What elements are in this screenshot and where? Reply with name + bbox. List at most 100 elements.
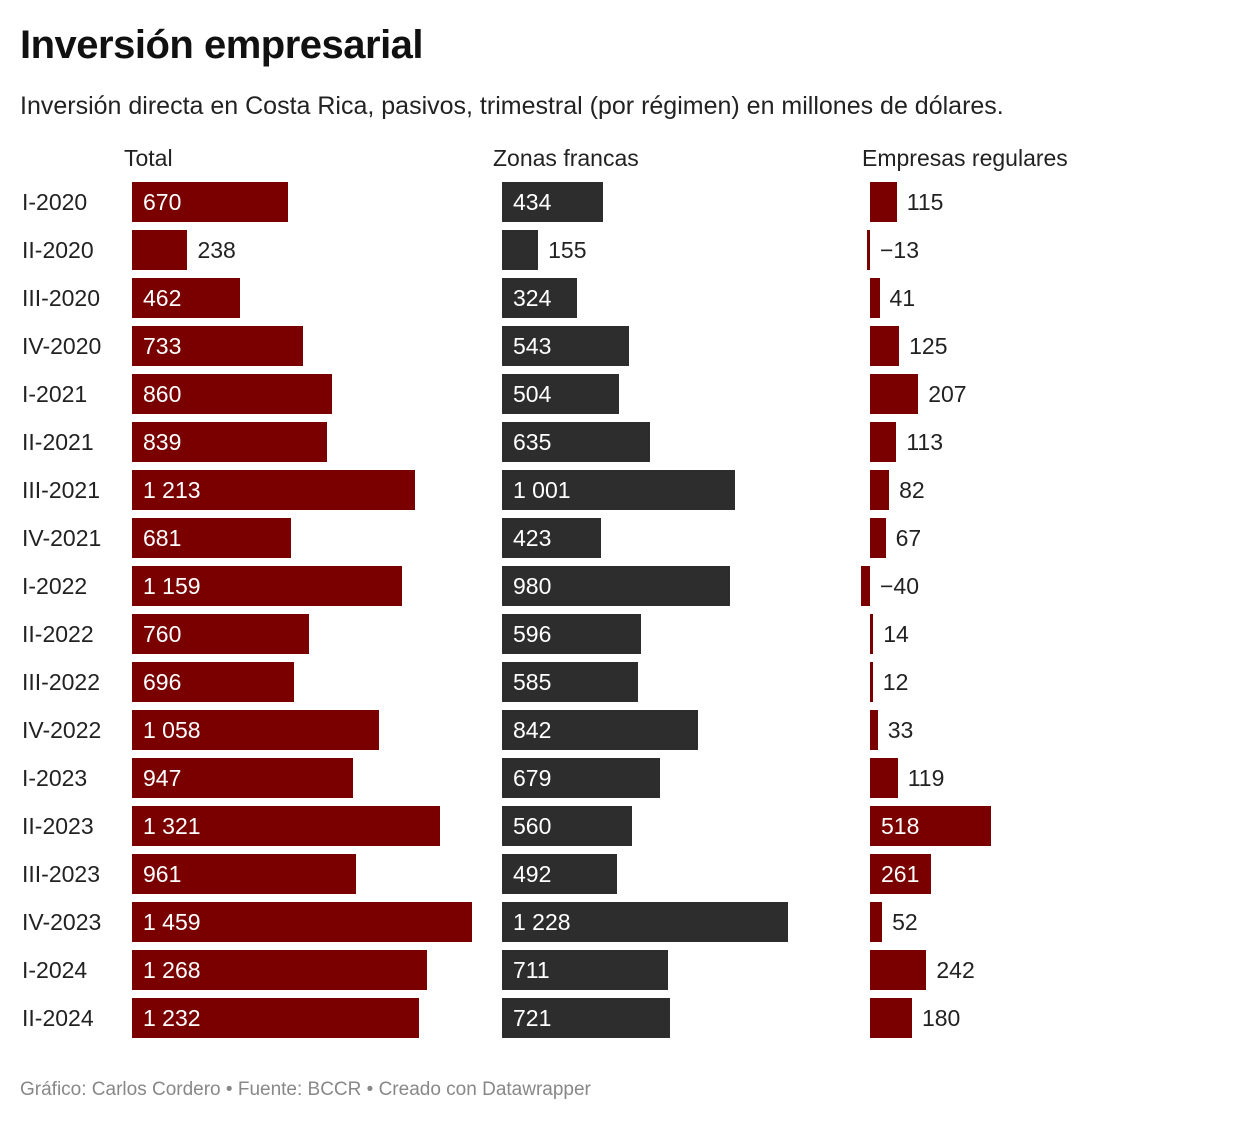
value-label-empresas-regulares: 119 <box>907 765 945 791</box>
value-label-total: 1 459 <box>143 909 201 935</box>
value-label-empresas-regulares: −40 <box>880 573 920 599</box>
category-label: IV-2020 <box>22 333 102 359</box>
value-label-total: 1 058 <box>143 717 201 743</box>
bar-empresas-regulares <box>870 710 878 750</box>
bar-zonas-francas <box>502 950 668 990</box>
category-label: II-2022 <box>22 621 94 647</box>
bar-empresas-regulares <box>870 902 883 942</box>
value-label-empresas-regulares: 207 <box>928 381 967 407</box>
bar-zonas-francas <box>502 902 789 942</box>
bar-empresas-regulares <box>870 662 873 702</box>
category-label: I-2023 <box>22 765 88 791</box>
bar-empresas-regulares <box>870 470 890 510</box>
bar-total <box>132 518 291 558</box>
value-label-empresas-regulares: 261 <box>881 861 920 887</box>
bar-zonas-francas <box>502 710 699 750</box>
chart-footer: Gráfico: Carlos Cordero • Fuente: BCCR •… <box>20 1079 591 1100</box>
bar-empresas-regulares <box>870 854 931 894</box>
value-label-empresas-regulares: 14 <box>883 621 909 647</box>
value-label-zonas-francas: 980 <box>513 573 552 599</box>
bar-total <box>132 182 289 222</box>
bar-zonas-francas <box>502 182 604 222</box>
value-label-zonas-francas: 504 <box>513 381 552 407</box>
bar-zonas-francas <box>502 854 617 894</box>
value-label-zonas-francas: 492 <box>513 861 552 887</box>
value-label-empresas-regulares: 67 <box>895 525 922 551</box>
bar-total <box>132 422 328 462</box>
chart-title: Inversión empresarial <box>20 23 424 67</box>
value-label-total: 1 321 <box>143 813 201 839</box>
value-label-empresas-regulares: 41 <box>889 285 916 311</box>
bar-empresas-regulares <box>866 230 870 270</box>
value-label-total: 1 268 <box>143 957 201 983</box>
bar-empresas-regulares <box>870 950 927 990</box>
value-label-zonas-francas: 721 <box>513 1005 552 1031</box>
bar-total <box>132 470 415 510</box>
category-label: III-2020 <box>22 285 100 311</box>
value-label-zonas-francas: 1 001 <box>513 477 571 503</box>
value-label-total: 670 <box>143 189 182 215</box>
chart-subtitle: Inversión directa en Costa Rica, pasivos… <box>20 92 1004 120</box>
bar-total <box>132 566 403 606</box>
bar-empresas-regulares <box>870 614 874 654</box>
value-label-total: 238 <box>197 237 236 263</box>
bar-empresas-regulares <box>870 998 912 1038</box>
value-label-empresas-regulares: 52 <box>892 909 918 935</box>
bar-empresas-regulares <box>870 806 991 846</box>
value-label-zonas-francas: 679 <box>513 765 552 791</box>
value-label-total: 462 <box>143 285 182 311</box>
bar-empresas-regulares <box>860 566 870 606</box>
bar-zonas-francas <box>502 566 731 606</box>
value-label-zonas-francas: 543 <box>513 333 552 359</box>
category-label: II-2023 <box>22 813 94 839</box>
category-label: II-2024 <box>22 1005 94 1031</box>
value-label-empresas-regulares: 242 <box>936 957 975 983</box>
value-label-total: 681 <box>143 525 182 551</box>
bar-empresas-regulares <box>870 518 886 558</box>
bar-total <box>132 902 472 942</box>
bar-zonas-francas <box>502 614 641 654</box>
bar-empresas-regulares <box>870 182 897 222</box>
value-label-empresas-regulares: 115 <box>906 189 944 215</box>
value-label-zonas-francas: 155 <box>548 237 587 263</box>
bar-zonas-francas <box>502 998 670 1038</box>
bar-total <box>132 662 295 702</box>
column-header-empresas-regulares: Empresas regulares <box>862 145 1068 171</box>
bar-empresas-regulares <box>870 422 897 462</box>
column-header-total: Total <box>124 145 173 171</box>
bar-zonas-francas <box>502 470 736 510</box>
value-label-zonas-francas: 585 <box>513 669 552 695</box>
bar-zonas-francas <box>502 518 601 558</box>
value-label-empresas-regulares: 12 <box>882 669 909 695</box>
bar-empresas-regulares <box>870 326 900 366</box>
value-label-empresas-regulares: 125 <box>909 333 948 359</box>
value-label-total: 760 <box>143 621 182 647</box>
column-header-zonas-francas: Zonas francas <box>493 145 639 171</box>
value-label-total: 839 <box>143 429 182 455</box>
value-label-zonas-francas: 1 228 <box>513 909 571 935</box>
category-label: IV-2021 <box>22 525 102 551</box>
bar-empresas-regulares <box>870 374 919 414</box>
category-label: III-2023 <box>22 861 100 887</box>
value-label-total: 733 <box>143 333 182 359</box>
value-label-empresas-regulares: 33 <box>887 717 914 743</box>
category-label: II-2020 <box>22 237 94 263</box>
bar-zonas-francas <box>502 422 650 462</box>
bar-total <box>132 326 303 366</box>
value-label-zonas-francas: 560 <box>513 813 552 839</box>
value-label-zonas-francas: 423 <box>513 525 552 551</box>
bar-zonas-francas <box>502 374 620 414</box>
bar-total <box>132 806 440 846</box>
value-label-total: 947 <box>143 765 182 791</box>
bar-empresas-regulares <box>870 758 898 798</box>
bar-total <box>132 950 428 990</box>
bar-total <box>132 710 379 750</box>
value-label-empresas-regulares: 180 <box>921 1005 961 1031</box>
bar-empresas-regulares <box>870 278 880 318</box>
category-label: I-2021 <box>22 381 88 407</box>
value-label-zonas-francas: 635 <box>513 429 552 455</box>
category-label: IV-2022 <box>22 717 102 743</box>
value-label-zonas-francas: 711 <box>513 957 550 983</box>
value-label-empresas-regulares: 518 <box>881 813 920 839</box>
value-label-total: 961 <box>143 861 182 887</box>
